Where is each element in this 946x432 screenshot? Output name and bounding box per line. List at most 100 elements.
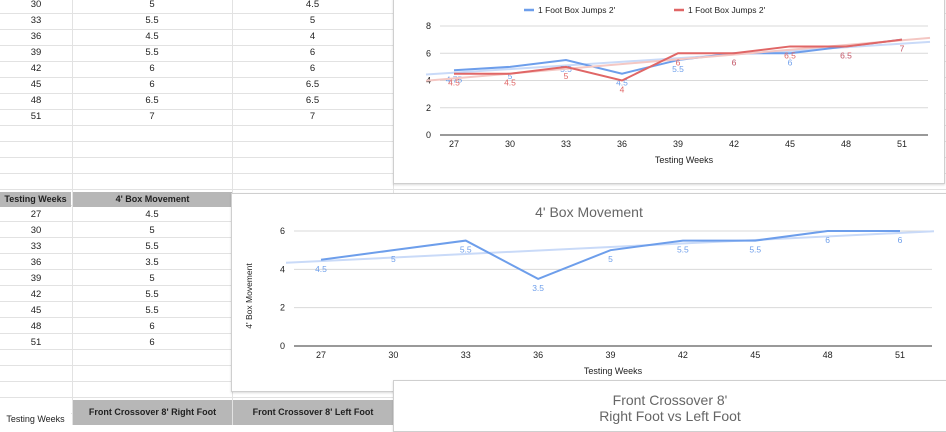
- data-label: 7: [900, 44, 905, 54]
- table-cell[interactable]: 7: [149, 111, 155, 122]
- bottom-header-right-foot[interactable]: Front Crossover 8' Right Foot: [73, 400, 232, 425]
- table-cell[interactable]: 6: [149, 63, 155, 74]
- table-cell[interactable]: 6: [309, 63, 316, 74]
- x-axis-label: Testing Weeks: [584, 366, 643, 376]
- x-tick-label: 33: [561, 139, 571, 149]
- data-label: 6.5: [840, 50, 852, 60]
- table-cell[interactable]: 36: [30, 257, 42, 268]
- table-cell[interactable]: 51: [30, 337, 42, 348]
- table-cell[interactable]: 5.5: [145, 289, 159, 300]
- column-divider: [72, 0, 73, 425]
- data-label: 6: [732, 57, 737, 67]
- table-cell[interactable]: 48: [30, 321, 42, 332]
- data-label: 3.5: [532, 283, 544, 293]
- x-tick-label: 51: [897, 139, 907, 149]
- table-cell[interactable]: 5.5: [145, 241, 159, 252]
- chart-front-crossover[interactable]: Front Crossover 8' Right Foot vs Left Fo…: [393, 380, 946, 432]
- table-cell[interactable]: 42: [30, 289, 42, 300]
- data-label: 6: [788, 57, 793, 67]
- x-tick-label: 30: [505, 139, 515, 149]
- table-cell[interactable]: 33: [30, 241, 42, 252]
- table-cell[interactable]: 3.5: [145, 257, 159, 268]
- chart-box-jumps[interactable]: 1 Foot Box Jumps 2' 1 Foot Box Jumps 2' 0 2…: [393, 0, 945, 184]
- data-label: 5.5: [460, 245, 472, 255]
- x-tick-label: 30: [388, 350, 398, 360]
- table-cell[interactable]: 5: [309, 15, 316, 26]
- table-cell[interactable]: 5: [149, 273, 155, 284]
- y-tick-label: 6: [280, 226, 285, 236]
- bottom-header-weeks[interactable]: Testing Weeks: [0, 400, 71, 425]
- x-tick-label: 27: [316, 350, 326, 360]
- x-axis-label: Testing Weeks: [655, 155, 714, 165]
- table-cell[interactable]: 7: [309, 111, 316, 122]
- data-label: 6: [825, 235, 830, 245]
- x-tick-label: 39: [605, 350, 615, 360]
- table-cell[interactable]: 6: [149, 337, 155, 348]
- data-label: 6: [676, 57, 681, 67]
- table-cell[interactable]: 5: [149, 0, 155, 10]
- series-line: [454, 38, 903, 82]
- table-cell[interactable]: 4.5: [305, 0, 320, 10]
- table-cell[interactable]: 33: [30, 15, 42, 26]
- table-cell[interactable]: 6.5: [145, 95, 159, 106]
- bottom-header-left-foot[interactable]: Front Crossover 8' Left Foot: [233, 400, 393, 425]
- data-label: 6: [898, 235, 903, 245]
- data-label: 4: [620, 85, 625, 95]
- y-tick-label: 0: [280, 341, 285, 351]
- chart-front-crossover-subtitle: Right Foot vs Left Foot: [599, 408, 741, 424]
- x-tick-label: 36: [617, 139, 627, 149]
- data-label: 4.5: [616, 78, 628, 88]
- table-cell[interactable]: 45: [30, 79, 42, 90]
- table-cell[interactable]: 6: [149, 321, 155, 332]
- x-tick-label: 27: [449, 139, 459, 149]
- y-tick-label: 0: [426, 130, 431, 140]
- table-cell[interactable]: 6.5: [305, 95, 320, 106]
- table-cell[interactable]: 4.5: [145, 31, 159, 42]
- y-tick-label: 2: [280, 303, 285, 313]
- mid-header-weeks[interactable]: Testing Weeks: [0, 192, 71, 207]
- table-cell[interactable]: 36: [30, 31, 42, 42]
- table-cell[interactable]: 4: [309, 31, 316, 42]
- table-cell[interactable]: 27: [30, 209, 42, 220]
- table-cell[interactable]: 45: [30, 305, 42, 316]
- table-cell[interactable]: 48: [30, 95, 42, 106]
- data-label: 4.5: [448, 78, 460, 88]
- y-tick-label: 2: [426, 103, 431, 113]
- chart-box-movement[interactable]: 4' Box Movement 4' Box Movement 0 2 4 6 27 30 33…: [231, 193, 946, 392]
- table-cell[interactable]: 42: [30, 63, 42, 74]
- data-label: 5: [508, 71, 513, 81]
- table-cell[interactable]: 30: [30, 225, 42, 236]
- mid-header-box-movement[interactable]: 4' Box Movement: [73, 192, 232, 207]
- table-cell[interactable]: 6.5: [305, 79, 320, 90]
- table-cell[interactable]: 39: [30, 273, 42, 284]
- data-label: 5: [564, 71, 569, 81]
- y-tick-label: 8: [426, 21, 431, 31]
- legend-label: 1 Foot Box Jumps 2': [688, 5, 766, 15]
- x-tick-label: 51: [895, 350, 905, 360]
- table-cell[interactable]: 39: [30, 47, 42, 58]
- data-label: 4.5: [504, 78, 516, 88]
- table-cell[interactable]: 30: [30, 0, 42, 10]
- data-label: 6.5: [784, 50, 796, 60]
- data-label: 6: [732, 57, 737, 67]
- x-tick-label: 36: [533, 350, 543, 360]
- table-cell[interactable]: 5.5: [145, 47, 159, 58]
- bottom-header-weeks-text: Testing Weeks: [6, 414, 65, 425]
- table-cell[interactable]: 5: [149, 225, 155, 236]
- chart-title: 4' Box Movement: [535, 204, 643, 220]
- x-tick-label: 42: [678, 350, 688, 360]
- table-cell[interactable]: 5.5: [145, 15, 159, 26]
- data-label: 4.5: [315, 264, 327, 274]
- x-tick-label: 39: [673, 139, 683, 149]
- chart-box-jumps-svg: 1 Foot Box Jumps 2' 1 Foot Box Jumps 2' 0 2…: [425, 5, 931, 165]
- table-cell[interactable]: 51: [30, 111, 42, 122]
- y-axis-label: 4' Box Movement: [244, 263, 254, 329]
- y-tick-label: 6: [426, 48, 431, 58]
- chart-front-crossover-title: Front Crossover 8': [612, 392, 728, 408]
- table-cell[interactable]: 5.5: [145, 305, 159, 316]
- table-cell[interactable]: 4.5: [145, 209, 159, 220]
- table-cell[interactable]: 6: [309, 47, 316, 58]
- data-label: 5: [608, 254, 613, 264]
- chart-box-movement-svg: 4' Box Movement 4' Box Movement 0 2 4 6 27 30 33…: [244, 204, 935, 376]
- table-cell[interactable]: 6: [149, 79, 155, 90]
